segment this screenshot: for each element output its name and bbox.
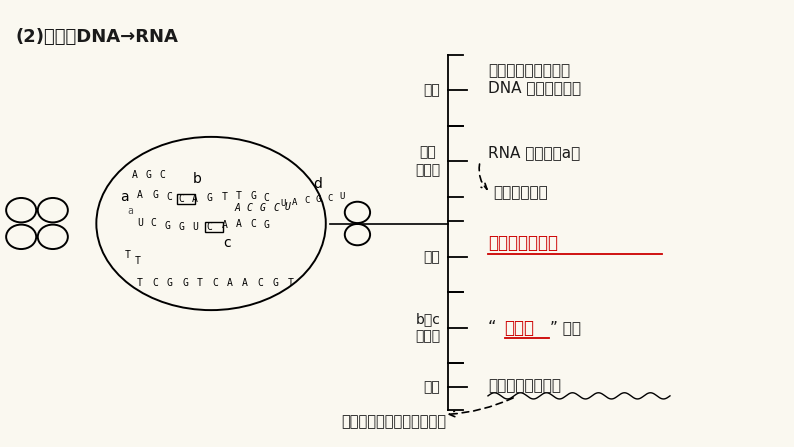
Text: G: G [206,193,213,203]
Text: G: G [260,203,265,213]
Text: C: C [179,194,185,204]
Text: T: T [137,278,143,288]
Text: U: U [137,219,143,228]
Text: C: C [206,222,213,232]
Text: G: G [264,220,269,230]
Text: b: b [193,172,202,186]
Text: G: G [164,221,171,231]
Text: A: A [236,219,241,229]
Text: T: T [197,278,203,288]
Text: G: G [182,278,188,288]
Text: d: d [314,177,322,190]
Text: C: C [247,203,252,213]
Text: C: C [150,219,156,228]
Text: ” 不同: ” 不同 [549,320,580,335]
Text: 不需要解旋酶: 不需要解旋酶 [494,185,549,200]
Text: b与c
的差异: b与c 的差异 [415,312,441,344]
Text: a: a [127,206,133,216]
Text: 原料: 原料 [424,250,441,264]
Text: C: C [328,194,333,202]
Text: U: U [192,222,198,232]
Text: G: G [167,278,173,288]
Text: U: U [280,199,286,208]
Text: “: “ [488,319,496,337]
Text: DNA 存在处均可）: DNA 存在处均可） [488,80,581,96]
Text: C: C [250,219,256,229]
Text: G: G [250,191,256,201]
Text: T: T [287,278,293,288]
Text: A: A [242,278,248,288]
Text: G: G [152,190,159,200]
Text: A: A [222,220,227,230]
Text: RNA 聚合酶（a）: RNA 聚合酶（a） [488,145,580,160]
Text: A: A [234,203,240,213]
Text: C: C [304,196,310,205]
Text: 五碳糖: 五碳糖 [505,319,534,337]
Text: 主要在细胞核（其他: 主要在细胞核（其他 [488,63,570,78]
Text: c: c [223,236,231,250]
Text: A: A [137,190,143,200]
Text: G: G [272,278,278,288]
Text: C: C [166,192,172,202]
Text: 场所: 场所 [424,83,441,97]
Text: (2)转录：DNA→RNA: (2)转录：DNA→RNA [16,28,179,46]
Text: U: U [340,192,345,201]
Text: C: C [257,278,263,288]
Text: T: T [236,191,241,201]
Text: G: G [145,169,152,180]
Text: G: G [316,195,322,204]
Text: A: A [192,194,198,204]
Text: C: C [273,203,279,213]
Text: 几乎所有的活细胞: 几乎所有的活细胞 [488,378,561,393]
Text: U: U [285,202,291,212]
Text: 四种核糖核苷酸: 四种核糖核苷酸 [488,235,558,253]
Text: A: A [292,198,298,207]
Text: C: C [212,278,218,288]
Text: 一种
重要酶: 一种 重要酶 [415,146,441,177]
Text: a: a [120,190,129,204]
Text: 范围: 范围 [424,380,441,394]
Text: T: T [222,192,227,202]
Text: C: C [152,278,158,288]
Text: T: T [134,256,141,266]
Text: A: A [131,169,137,180]
Text: 哺乳动物成熟的红细胞除外: 哺乳动物成熟的红细胞除外 [341,413,446,429]
Text: C: C [264,193,269,203]
Text: A: A [227,278,233,288]
Text: T: T [125,249,131,260]
Text: G: G [179,222,185,232]
Text: C: C [160,169,166,180]
